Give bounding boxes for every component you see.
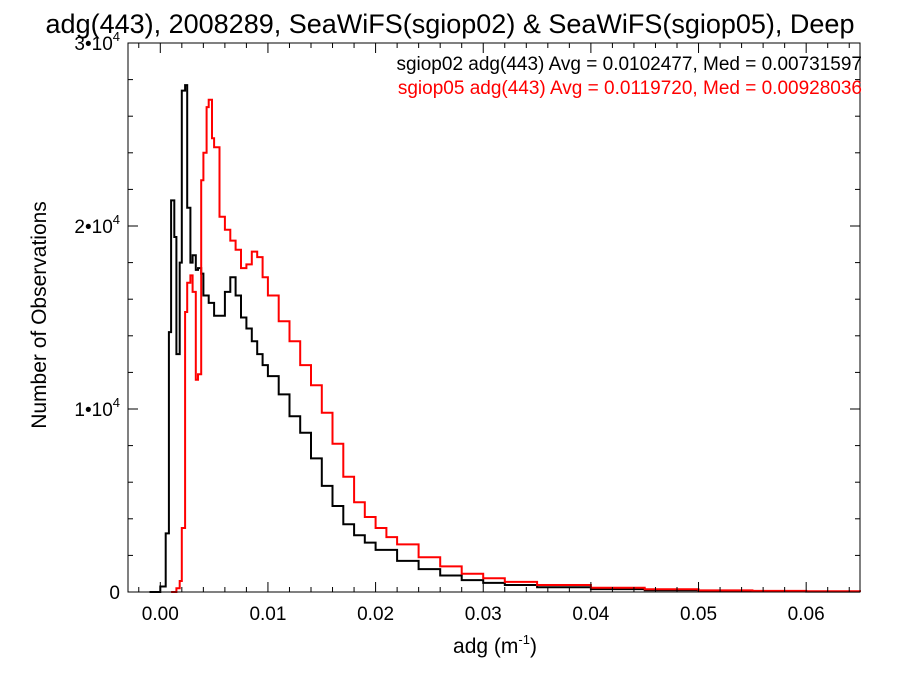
chart-title: adg(443), 2008289, SeaWiFS(sgiop02) & Se… bbox=[46, 9, 855, 39]
plot-frame bbox=[127, 42, 861, 593]
legend: sgiop02 adg(443) Avg = 0.0102477, Med = … bbox=[396, 54, 862, 99]
legend-entry-sgiop02: sgiop02 adg(443) Avg = 0.0102477, Med = … bbox=[396, 54, 862, 75]
x-tick-label: 0.01 bbox=[249, 604, 286, 625]
axes-layer: 0.00 0.01 0.02 0.03 0.04 0.05 0.06 0 1•104 2•104 3… bbox=[74, 29, 861, 625]
x-tick-label: 0.04 bbox=[572, 604, 609, 625]
series-line-sgiop02 bbox=[149, 84, 861, 593]
y-tick-label: 2•104 bbox=[74, 212, 120, 238]
x-tick-label: 0.02 bbox=[357, 604, 394, 625]
y-axis-label: Number of Observations bbox=[28, 201, 51, 429]
x-tick-label: 0.03 bbox=[465, 604, 502, 625]
x-tick-label: 0.00 bbox=[142, 604, 179, 625]
x-tick-label: 0.05 bbox=[680, 604, 717, 625]
y-tick-label: 0 bbox=[109, 583, 120, 604]
y-tick-label: 1•104 bbox=[74, 395, 120, 421]
y-axis-label-group: Number of Observations bbox=[28, 201, 51, 429]
series-line-sgiop05 bbox=[171, 98, 861, 593]
y-tick-label: 3•104 bbox=[74, 29, 120, 55]
x-tick-label: 0.06 bbox=[788, 604, 825, 625]
x-axis-label-tail: ) bbox=[530, 635, 537, 658]
x-axis-label: adg (m-1) bbox=[453, 632, 537, 658]
series-layer bbox=[149, 84, 861, 593]
x-axis-label-superscript: -1 bbox=[518, 632, 530, 647]
x-axis-label-main: adg (m bbox=[453, 635, 518, 658]
legend-entry-sgiop05: sgiop05 adg(443) Avg = 0.0119720, Med = … bbox=[398, 78, 862, 99]
